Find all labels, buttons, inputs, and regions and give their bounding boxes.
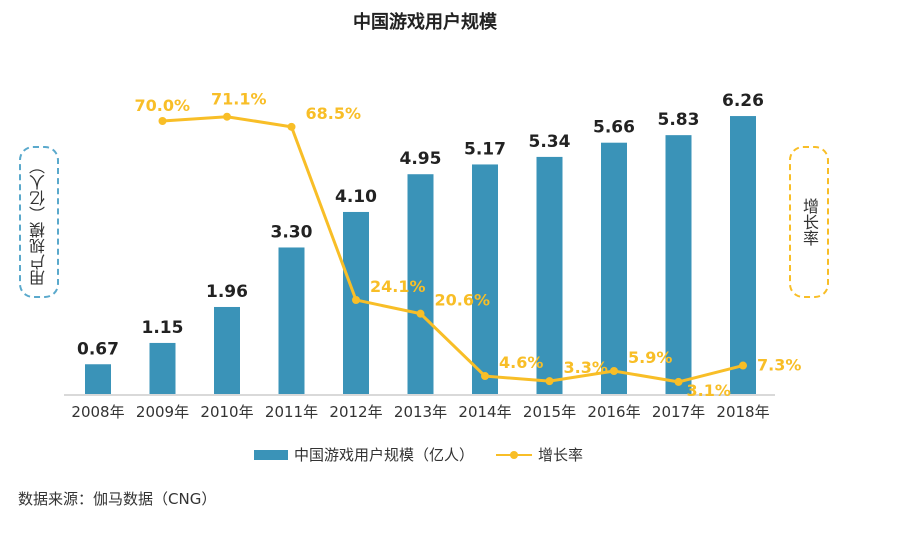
bar-value-label: 1.15 [142, 318, 184, 338]
bar [601, 142, 627, 394]
bar [472, 164, 498, 394]
x-tick-label: 2013年 [394, 403, 447, 421]
bar [665, 135, 692, 394]
bar-value-label: 3.30 [271, 222, 313, 242]
bar [214, 306, 240, 394]
growth-point [674, 377, 683, 386]
bar-value-label: 5.17 [464, 139, 506, 159]
right-axis-label-box: 增长率 [789, 146, 829, 298]
right-axis-label: 增长率 [800, 198, 819, 246]
bar-value-label: 6.26 [722, 91, 764, 111]
bar-value-label: 5.34 [529, 132, 571, 152]
growth-value-label: 4.6% [499, 353, 543, 372]
x-tick-label: 2008年 [71, 403, 124, 421]
growth-value-label: 7.3% [757, 356, 801, 375]
chart-title: 中国游戏用户规模 [353, 12, 497, 33]
bar [278, 247, 305, 394]
x-tick-label: 2012年 [329, 403, 382, 421]
source-note: 数据来源：伽马数据（CNG） [18, 490, 217, 508]
bar-value-label: 0.67 [77, 339, 119, 359]
legend-label-bar: 中国游戏用户规模（亿人） [294, 446, 475, 464]
growth-value-label: 70.0% [135, 96, 191, 115]
growth-point [481, 372, 489, 381]
bar [85, 364, 111, 394]
growth-value-label: 68.5% [306, 104, 362, 123]
growth-point [416, 309, 425, 318]
bar-value-label: 1.96 [206, 282, 248, 302]
bar [536, 156, 563, 394]
x-tick-label: 2016年 [587, 403, 640, 421]
growth-line [162, 115, 744, 384]
legend-swatch-bar [254, 449, 288, 460]
growth-value-label: 5.9% [628, 348, 672, 367]
growth-point [352, 296, 360, 305]
bar-value-label: 4.10 [335, 187, 377, 207]
growth-value-label: 20.6% [435, 291, 491, 310]
bar-value-label: 4.95 [400, 149, 442, 169]
growth-point [287, 122, 296, 131]
legend: 中国游戏用户规模（亿人） 增长率 [254, 444, 583, 465]
x-tick-label: 2010年 [200, 403, 253, 421]
growth-point [223, 112, 231, 121]
x-tick-label: 2014年 [458, 403, 511, 421]
bar [149, 342, 176, 394]
growth-value-label: 24.1% [370, 277, 426, 296]
x-tick-label: 2015年 [523, 403, 576, 421]
left-axis-label-box: 用户规模（亿人） [19, 146, 59, 298]
x-tick-label: 2011年 [265, 403, 318, 421]
bar [407, 174, 434, 394]
growth-value-label: 71.1% [211, 90, 267, 109]
growth-point [610, 366, 618, 375]
bar-value-label: 5.83 [658, 110, 700, 130]
growth-point [158, 117, 167, 125]
growth-value-label: 3.3% [564, 358, 608, 377]
legend-swatch-line [496, 450, 533, 459]
bar-value-label: 5.66 [593, 118, 635, 138]
growth-point [545, 377, 554, 386]
x-tick-label: 2018年 [716, 403, 769, 421]
growth-value-label: 3.1% [687, 381, 731, 400]
x-tick-label: 2017年 [652, 403, 705, 421]
legend-label-line: 增长率 [538, 446, 584, 464]
x-tick-label: 2009年 [136, 403, 189, 421]
growth-point [739, 361, 747, 370]
bar [730, 116, 756, 394]
